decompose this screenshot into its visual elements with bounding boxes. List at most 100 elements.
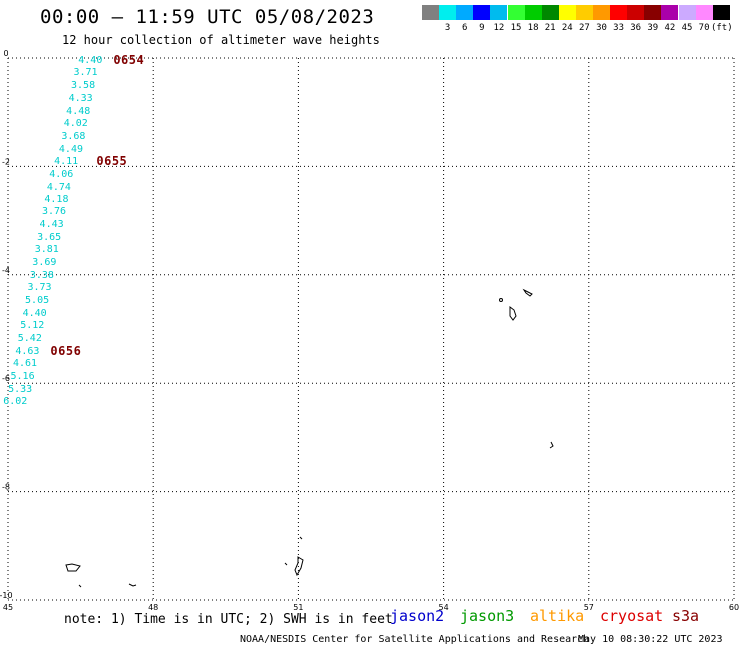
legend-swatch (627, 5, 645, 20)
y-tick-label: 0 (3, 49, 8, 58)
wave-height-label: 4.74 (46, 181, 71, 193)
wave-height-label: 3.73 (27, 282, 52, 294)
wave-height-label: 4.02 (63, 118, 88, 130)
legend-label: 21 (544, 23, 556, 33)
legend-label: 3 (444, 23, 451, 33)
satellite-name-jason2: jason2 (390, 607, 445, 625)
legend-swatch (593, 5, 610, 20)
island-outline (549, 441, 554, 449)
legend-label: 36 (630, 23, 642, 33)
legend-label: 30 (596, 23, 607, 33)
wave-height-label: 4.63 (15, 345, 40, 357)
legend-swatch (524, 5, 542, 20)
legend-label: 27 (578, 23, 590, 33)
legend-label: 24 (561, 23, 573, 33)
wave-height-label: 4.40 (78, 54, 103, 66)
satellite-name-cryosat: cryosat (600, 607, 664, 625)
wave-height-label: 3.65 (37, 231, 62, 243)
legend-swatch (422, 5, 439, 20)
legend-swatch (541, 5, 559, 20)
wave-height-label: 4.48 (66, 105, 91, 117)
satellite-name-jason3: jason3 (460, 607, 515, 625)
wave-height-label: 5.16 (10, 371, 35, 383)
legend-label: 70 (698, 23, 710, 33)
legend-swatch (678, 5, 696, 20)
legend-label: 33 (613, 23, 625, 33)
wave-height-label: 4.49 (58, 143, 83, 155)
wave-height-label: 3.68 (61, 130, 86, 142)
footnote: note: 1) Time is in UTC; 2) SWH is in fe… (64, 612, 393, 627)
wave-height-label: 4.43 (39, 219, 64, 231)
wave-height-label: 3.38 (29, 269, 54, 281)
wave-height-label: 5.05 (25, 295, 50, 307)
x-tick-label: 57 (584, 603, 594, 612)
wave-height-label: 3.71 (73, 67, 98, 79)
legend-label: 45 (681, 23, 693, 33)
island-outline (284, 562, 288, 566)
land-outlines (65, 288, 554, 588)
island-outline (128, 583, 137, 587)
pass-time-label: 0655 (96, 154, 128, 169)
island-outline (299, 536, 303, 540)
legend-swatch (439, 5, 457, 20)
pass-time-label: 0656 (50, 343, 82, 358)
x-tick-label: 45 (3, 603, 13, 612)
page-title: 00:00 – 11:59 UTC 05/08/2023 (40, 6, 375, 28)
legend-label: 42 (664, 23, 676, 33)
page-subtitle: 12 hour collection of altimeter wave hei… (62, 33, 380, 47)
wave-height-label: 3.58 (71, 80, 96, 92)
axis-ticks: 45 48 51 54 57 60 0 -2 -4 -6 -8 -10 (0, 49, 739, 612)
y-tick-label: -10 (0, 591, 13, 600)
island-outline (78, 584, 82, 588)
x-tick-label: 48 (148, 603, 158, 612)
credit-line: NOAA/NESDIS Center for Satellite Applica… (240, 634, 590, 645)
legend-swatch (695, 5, 713, 20)
island-outline (509, 306, 517, 321)
wave-height-label: 4.40 (22, 307, 47, 319)
legend-label: 18 (527, 23, 539, 33)
generated-timestamp: May 10 08:30:22 UTC 2023 (578, 634, 723, 645)
x-tick-label: 60 (729, 603, 739, 612)
y-tick-label: -4 (2, 266, 10, 275)
wave-height-label: 5.42 (17, 333, 42, 345)
wave-height-label: 4.33 (68, 92, 93, 104)
wave-height-label: 4.11 (54, 156, 79, 168)
legend-swatch (558, 5, 576, 20)
legend-unit: (ft) (710, 23, 733, 33)
satellite-name-s3a: s3a (672, 607, 700, 625)
wave-height-label: 3.81 (34, 244, 59, 256)
island-outline (65, 563, 81, 572)
island-outline (294, 556, 304, 577)
map-grid (7, 57, 735, 601)
legend-swatch (644, 5, 662, 20)
wave-height-label: 3.76 (41, 206, 67, 218)
legend-swatch (456, 5, 474, 20)
x-tick-label: 51 (293, 603, 303, 612)
legend-label: 15 (510, 23, 522, 33)
legend-swatch (507, 5, 525, 20)
wave-height-label: 5.12 (20, 320, 45, 332)
legend-label: 12 (493, 23, 505, 33)
legend-label: 6 (461, 23, 468, 33)
wave-height-label: 4.06 (49, 168, 74, 180)
legend-swatch (610, 5, 628, 20)
y-tick-label: -8 (2, 483, 10, 492)
island-outline (499, 298, 503, 302)
x-tick-label: 54 (439, 603, 449, 612)
wave-height-label: 4.18 (44, 194, 69, 205)
wave-height-label: 5.33 (8, 383, 33, 395)
satellite-name-altika: altika (530, 607, 585, 625)
legend-swatch (712, 5, 730, 20)
legend-swatch (575, 5, 593, 20)
legend-swatch (661, 5, 679, 20)
legend-swatch (473, 5, 491, 20)
legend-label: 39 (647, 23, 659, 33)
wave-height-label: 3.69 (32, 257, 57, 269)
wave-height-label: 4.61 (12, 358, 38, 370)
y-tick-label: -2 (2, 157, 10, 166)
legend-label: 9 (479, 23, 485, 33)
wave-height-label: 6.02 (3, 396, 28, 408)
y-tick-label: -6 (2, 374, 10, 383)
island-outline (522, 288, 533, 297)
